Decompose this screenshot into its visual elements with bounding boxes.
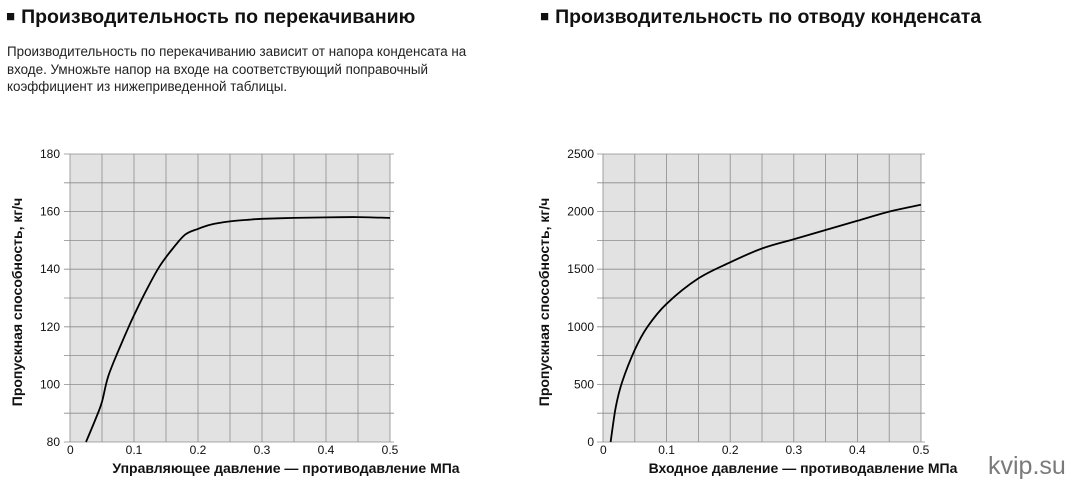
pumping-y-tick-label: 100 [40, 377, 60, 391]
condensate-y-axis-label: Пропускная способность, кг/ч [536, 198, 552, 406]
pumping-x-tick-label: 0.5 [382, 443, 399, 457]
pumping-x-tick-label: 0.2 [190, 443, 207, 457]
section-title-pumping: ■ Производительность по перекачиванию [6, 6, 415, 29]
pumping-x-tick-label: 0.4 [318, 443, 335, 457]
condensate-y-tick-label: 1000 [567, 320, 594, 334]
square-bullet-icon: ■ [6, 8, 16, 25]
pumping-chart: 80 100 120 140 160 180 0 0.1 0.2 0.3 0.4 0.5 Управля… [9, 147, 460, 476]
pumping-series-line [85, 216, 391, 443]
pumping-description: Производительность по перекачиванию зави… [7, 44, 467, 94]
condensate-y-tick-label: 500 [574, 377, 594, 391]
condensate-x-tick-label: 0.4 [849, 443, 866, 457]
condensate-y-tick-label: 1500 [567, 262, 594, 276]
pumping-x-axis-label: Управляющее давление — противодавление М… [112, 460, 459, 476]
condensate-x-tick-label: 0.1 [658, 443, 675, 457]
condensate-x-tick-label: 0.3 [785, 443, 802, 457]
pumping-x-tick-label: 0.3 [254, 443, 271, 457]
condensate-y-tick-label: 0 [587, 435, 594, 449]
pumping-y-tick-label: 120 [40, 320, 60, 334]
section-title-condensate: ■ Производительность по отводу конденсата [540, 6, 981, 29]
condensate-series-line [609, 203, 922, 443]
section-title-pumping-text: Производительность по перекачиванию [21, 6, 416, 28]
condensate-x-tick-label: 0.5 [913, 443, 930, 457]
condensate-x-axis-label: Входное давление — противодавление МПа [649, 460, 958, 476]
pumping-y-tick-label: 160 [40, 205, 60, 219]
pumping-y-tick-label: 140 [40, 262, 60, 276]
condensate-y-tick-label: 2500 [567, 147, 594, 161]
condensate-x-tick-label: 0 [600, 443, 607, 457]
pumping-x-tick-label: 0.1 [126, 443, 143, 457]
watermark: kvip.su [988, 452, 1066, 480]
condensate-x-tick-label: 0.2 [722, 443, 739, 457]
pumping-x-tick-label: 0 [67, 443, 74, 457]
pumping-y-tick-label: 180 [40, 147, 60, 161]
pumping-y-axis-label: Пропускная способность, кг/ч [9, 198, 25, 406]
pumping-y-tick-label: 80 [47, 435, 61, 449]
square-bullet-icon: ■ [540, 8, 550, 25]
condensate-y-tick-label: 2000 [567, 205, 594, 219]
section-title-condensate-text: Производительность по отводу конденсата [555, 6, 982, 28]
condensate-chart: 0 500 1000 1500 2000 2500 0 0.1 0.2 0.3 0.4 0.5 Вход… [536, 147, 958, 476]
